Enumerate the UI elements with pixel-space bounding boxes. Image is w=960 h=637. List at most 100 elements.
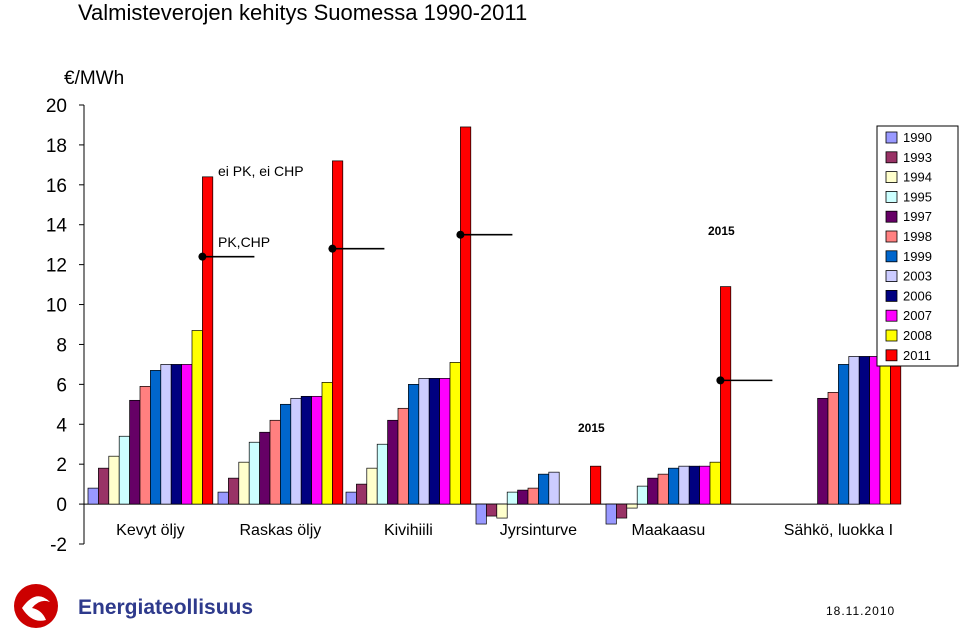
category-label: Maakaasu bbox=[631, 522, 705, 539]
y-tick-label: 8 bbox=[56, 335, 67, 356]
category-label: Raskas öljy bbox=[239, 522, 321, 539]
annotation-2015-maakaasu: 2015 bbox=[708, 224, 735, 238]
bar-1993-0 bbox=[98, 467, 110, 505]
bar-1997-2 bbox=[387, 419, 399, 505]
annotation-pk-chp: PK,CHP bbox=[218, 234, 270, 250]
bar-1993-3 bbox=[486, 503, 498, 517]
marker-2015-dot bbox=[716, 376, 725, 385]
legend-label: 1990 bbox=[903, 130, 932, 145]
bar-2006-2 bbox=[428, 378, 440, 505]
y-tick-label: 2 bbox=[56, 455, 67, 476]
bar-2007-2 bbox=[439, 378, 451, 505]
legend-swatch-2011 bbox=[885, 349, 898, 362]
bar-2011-4 bbox=[720, 286, 732, 505]
legend-label: 1998 bbox=[903, 229, 932, 244]
legend-swatch-1999 bbox=[885, 250, 898, 263]
legend-box bbox=[876, 125, 959, 367]
bar-1990-4 bbox=[605, 503, 617, 525]
y-tick-label: 12 bbox=[46, 256, 67, 277]
chart-title: Valmisteverojen kehitys Suomessa 1990-20… bbox=[78, 0, 528, 25]
bar-2011-3 bbox=[590, 465, 602, 505]
bar-1997-0 bbox=[129, 399, 141, 505]
legend-swatch-1997 bbox=[885, 210, 898, 223]
legend-label: 2003 bbox=[903, 269, 932, 284]
bar-1999-5 bbox=[838, 364, 850, 505]
bar-2008-2 bbox=[449, 362, 461, 505]
legend-swatch-2008 bbox=[885, 329, 898, 342]
marker-2015-dot bbox=[328, 244, 337, 253]
bar-1999-1 bbox=[280, 403, 292, 505]
legend-label: 1997 bbox=[903, 209, 932, 224]
bar-1995-3 bbox=[506, 491, 518, 505]
bar-2008-0 bbox=[191, 330, 203, 505]
bar-2007-0 bbox=[181, 364, 193, 505]
bar-1997-3 bbox=[517, 489, 529, 505]
legend-swatch-1990 bbox=[885, 131, 898, 144]
bar-2011-0 bbox=[202, 176, 214, 505]
bar-1993-2 bbox=[356, 483, 368, 505]
bar-1998-4 bbox=[657, 473, 669, 505]
bar-1995-0 bbox=[118, 435, 130, 505]
bar-2003-1 bbox=[290, 397, 302, 505]
category-label: Jyrsinturve bbox=[500, 522, 577, 539]
y-tick-label: -2 bbox=[50, 535, 67, 556]
bar-2007-5 bbox=[869, 356, 881, 505]
bar-1995-4 bbox=[636, 485, 648, 505]
marker-2015-dot bbox=[456, 230, 465, 239]
y-tick-label: 16 bbox=[46, 176, 67, 197]
bar-2003-5 bbox=[848, 356, 860, 505]
bar-2008-4 bbox=[709, 461, 721, 505]
legend-swatch-2007 bbox=[885, 309, 898, 322]
bar-1999-2 bbox=[408, 384, 420, 505]
bar-2003-0 bbox=[160, 364, 172, 505]
bar-1990-3 bbox=[475, 503, 487, 525]
y-tick-label: 20 bbox=[46, 96, 67, 117]
legend-swatch-1998 bbox=[885, 230, 898, 243]
category-label: Kivihiili bbox=[384, 522, 433, 539]
bar-1994-1 bbox=[238, 461, 250, 505]
bar-2008-1 bbox=[321, 382, 333, 505]
markers-group: ei PK, ei CHP PK,CHP 2015 2015 bbox=[198, 163, 773, 435]
legend-swatch-2006 bbox=[885, 289, 898, 302]
bar-1995-2 bbox=[376, 443, 388, 505]
bar-2007-1 bbox=[311, 395, 323, 505]
legend-label: 1994 bbox=[903, 170, 932, 185]
bar-1990-2 bbox=[345, 491, 357, 505]
axis-group: -2 0 2 4 6 8 10 12 14 16 18 20 €/MWh Kevyt öljy Raskas… bbox=[46, 68, 893, 556]
marker-2015-dot bbox=[198, 252, 207, 261]
legend-label: 1999 bbox=[903, 249, 932, 264]
legend-label: 2008 bbox=[903, 328, 932, 343]
bar-1990-1 bbox=[217, 491, 229, 505]
legend-label: 1995 bbox=[903, 189, 932, 204]
legend-swatch-1993 bbox=[885, 151, 898, 164]
bar-2006-0 bbox=[170, 364, 182, 505]
y-tick-label: 4 bbox=[56, 415, 67, 436]
y-axis-label: €/MWh bbox=[64, 68, 124, 89]
bar-1994-4 bbox=[626, 503, 638, 509]
annotation-ei-pk-chp: ei PK, ei CHP bbox=[218, 163, 304, 179]
legend-label: 2006 bbox=[903, 288, 932, 303]
bar-1994-0 bbox=[108, 455, 120, 505]
brand-name: Energiateollisuus bbox=[78, 596, 254, 619]
annotation-2015-jyrsinturve: 2015 bbox=[578, 421, 605, 435]
bar-1999-4 bbox=[668, 467, 680, 505]
bar-1994-3 bbox=[496, 503, 508, 519]
bar-1999-3 bbox=[538, 473, 550, 505]
legend-label: 2007 bbox=[903, 308, 932, 323]
legend-label: 2011 bbox=[903, 348, 931, 363]
y-tick-label: 14 bbox=[46, 216, 68, 237]
bar-1998-1 bbox=[269, 419, 281, 505]
bar-2003-4 bbox=[678, 465, 690, 505]
category-label: Kevyt öljy bbox=[116, 522, 184, 539]
bar-1999-0 bbox=[150, 370, 162, 505]
bar-1998-0 bbox=[139, 386, 151, 505]
legend-swatch-1995 bbox=[885, 190, 898, 203]
bar-chart: -2 0 2 4 6 8 10 12 14 16 18 20 €/MWh Kevyt öljy Raskas… bbox=[46, 68, 959, 556]
logo-mark-icon bbox=[14, 584, 58, 628]
bar-1994-2 bbox=[366, 467, 378, 505]
legend-swatch-2003 bbox=[885, 270, 898, 283]
bar-2003-3 bbox=[548, 471, 560, 505]
bar-2003-2 bbox=[418, 378, 430, 505]
legend-swatch-1994 bbox=[885, 171, 898, 184]
bar-1998-3 bbox=[527, 487, 539, 505]
